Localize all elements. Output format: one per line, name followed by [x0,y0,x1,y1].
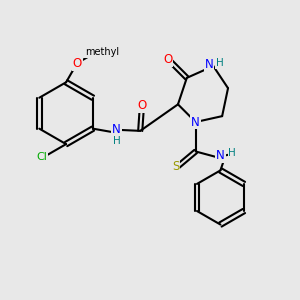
Text: N: N [205,58,213,71]
Text: N: N [216,149,225,162]
Text: H: H [216,58,224,68]
Text: S: S [172,160,179,173]
Text: H: H [113,136,121,146]
Text: O: O [73,57,82,70]
Text: N: N [112,124,121,136]
Text: H: H [228,148,236,158]
Text: N: N [191,116,200,128]
Text: O: O [163,53,172,66]
Text: Cl: Cl [36,152,47,162]
Text: methyl: methyl [85,47,119,57]
Text: O: O [137,99,146,112]
